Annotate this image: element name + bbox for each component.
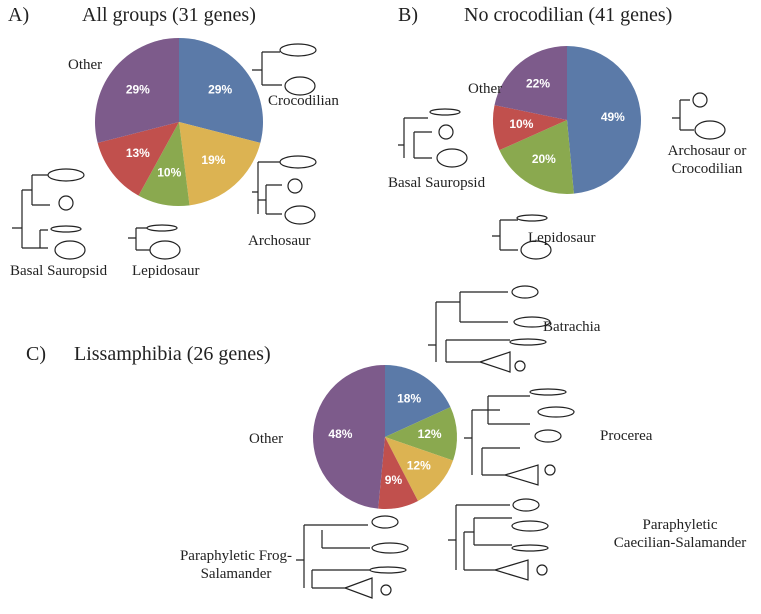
icon <box>380 584 392 596</box>
pie-slice <box>312 365 385 509</box>
pie-slice <box>385 407 457 461</box>
value-label: 49% <box>601 110 625 124</box>
pie-slice <box>494 46 567 120</box>
tree <box>428 291 511 373</box>
category-label: Other <box>68 57 103 73</box>
category-label: Basal Sauropsid <box>10 263 108 279</box>
icon <box>287 178 303 194</box>
icon <box>512 498 540 512</box>
tree <box>448 504 529 581</box>
icon <box>279 43 317 57</box>
category-label: Other <box>468 81 503 97</box>
icon <box>284 76 316 96</box>
pie-slice <box>493 105 567 151</box>
icon <box>511 285 539 299</box>
tree <box>128 227 150 251</box>
value-label: 29% <box>208 82 232 96</box>
icon <box>146 224 178 232</box>
icon <box>529 388 567 396</box>
icon <box>520 240 552 260</box>
panel-label: A) <box>8 4 30 26</box>
pie-slice <box>385 437 454 501</box>
value-label: 20% <box>532 152 556 166</box>
icon <box>371 515 399 529</box>
icon <box>438 124 454 140</box>
pie-slice <box>567 46 642 194</box>
tree <box>672 99 694 131</box>
chart-title: All groups (31 genes) <box>82 4 256 26</box>
icon <box>436 148 468 168</box>
icon <box>544 464 556 476</box>
icon <box>537 406 575 418</box>
category-label: Other <box>249 431 284 447</box>
icon <box>429 108 461 116</box>
icon <box>149 240 181 260</box>
icon <box>511 544 549 552</box>
icon <box>511 520 549 532</box>
icon <box>513 316 551 328</box>
value-label: 29% <box>126 82 150 96</box>
value-label: 18% <box>397 392 421 406</box>
icon <box>279 155 317 169</box>
icon <box>514 360 526 372</box>
value-label: 48% <box>328 427 352 441</box>
icon <box>58 195 74 211</box>
icon <box>54 240 86 260</box>
icon <box>50 225 82 233</box>
icon <box>534 429 562 443</box>
pie-slice <box>499 120 574 195</box>
value-label: 12% <box>407 458 431 472</box>
value-label: 10% <box>157 165 181 179</box>
category-label: Basal Sauropsid <box>388 175 486 191</box>
category-label: Archosaur or Crocodilian <box>667 143 747 177</box>
tree <box>252 51 282 86</box>
tree <box>398 117 432 159</box>
category-label: Batrachia <box>543 319 601 335</box>
value-label: 10% <box>509 117 533 131</box>
pie-slice <box>179 38 263 143</box>
icon <box>692 92 708 108</box>
category-label: Lepidosaur <box>132 263 200 279</box>
pie-slice <box>385 365 451 437</box>
chart-title: No crocodilian (41 genes) <box>464 4 673 26</box>
pie-slice <box>97 122 179 196</box>
category-label: Procerea <box>600 428 653 444</box>
icon <box>284 205 316 225</box>
tree <box>492 219 518 251</box>
value-label: 13% <box>126 146 150 160</box>
value-label: 19% <box>201 153 225 167</box>
category-label: Paraphyletic Caecilian-Salamander <box>613 517 747 551</box>
value-label: 22% <box>526 77 550 91</box>
icon <box>369 566 407 574</box>
panel-label: B) <box>398 4 418 26</box>
category-label: Crocodilian <box>268 93 339 109</box>
tree <box>252 161 282 215</box>
pie-slice <box>95 38 179 143</box>
icon <box>47 168 85 182</box>
pie-slice <box>138 122 190 206</box>
panel-label: C) <box>26 343 46 365</box>
icon <box>509 338 547 346</box>
value-label: 9% <box>385 473 403 487</box>
icon <box>536 564 548 576</box>
tree <box>12 174 50 249</box>
category-label: Paraphyletic Frog-Salamander <box>179 548 293 582</box>
category-label: Archosaur <box>248 233 311 249</box>
icon <box>371 542 409 554</box>
value-label: 12% <box>418 427 442 441</box>
tree-diagrams <box>12 43 726 599</box>
tree <box>464 395 539 486</box>
pie-slice <box>179 122 261 206</box>
category-label: Lepidosaur <box>528 230 596 246</box>
chart-title: Lissamphibia (26 genes) <box>74 343 271 365</box>
icon <box>694 120 726 140</box>
icon <box>516 214 548 222</box>
pie-slice <box>378 437 418 509</box>
tree <box>296 524 373 599</box>
